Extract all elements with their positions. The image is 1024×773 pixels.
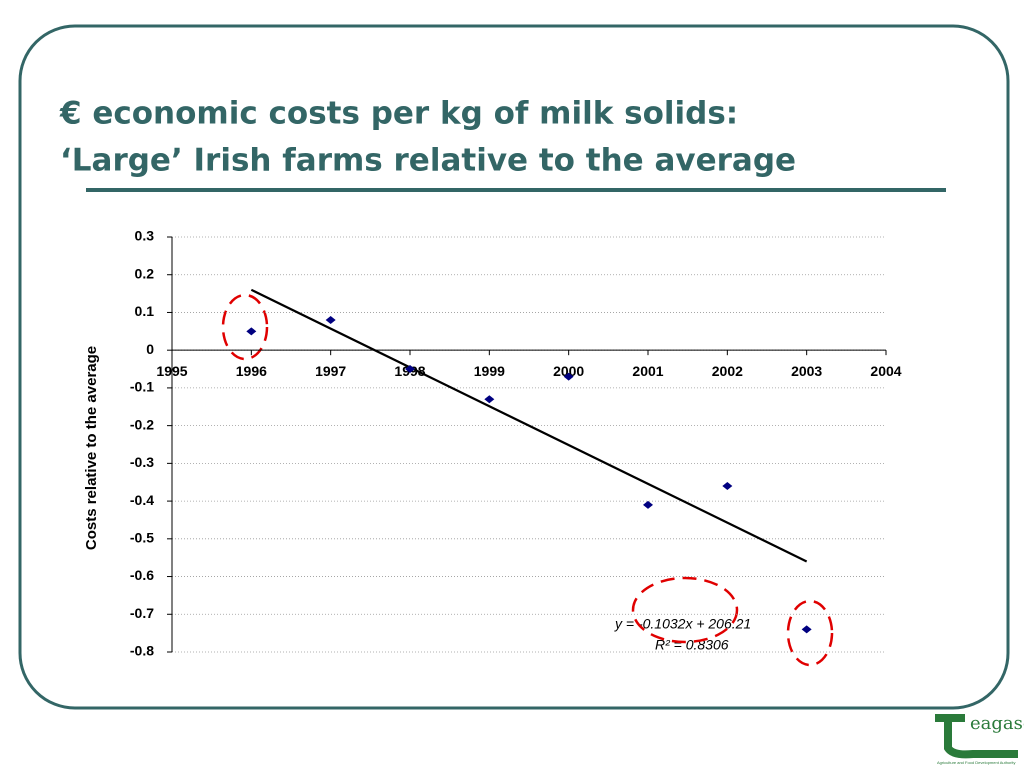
x-tick-label: 1997	[315, 363, 346, 379]
highlight-ellipse	[221, 293, 269, 361]
y-tick-label: -0.8	[130, 643, 154, 659]
title-line: ‘Large’ Irish farms relative to the aver…	[60, 143, 796, 179]
y-tick-label: 0.2	[135, 265, 155, 281]
y-tick-label: -0.6	[130, 567, 154, 583]
point	[722, 482, 733, 490]
y-tick-label: -0.5	[130, 530, 154, 546]
x-tick-label: 1999	[474, 363, 505, 379]
equation: y = -0.1032x + 206.21	[614, 616, 751, 632]
x-tick-label: 2003	[791, 363, 822, 379]
point	[405, 365, 415, 374]
trendline	[250, 288, 808, 563]
x-tick-label: 2004	[870, 363, 901, 379]
x-tick-label: 1996	[236, 363, 267, 379]
x-tick-label: 2001	[632, 363, 663, 379]
y-tick-label: 0.3	[135, 228, 155, 244]
logo: eagasc Agriculture and Food Development …	[935, 713, 1024, 765]
logo-mark	[935, 714, 1018, 759]
point	[325, 316, 336, 324]
x-tick-label: 1995	[156, 363, 187, 379]
point	[484, 395, 495, 404]
y-tick-label: -0.2	[130, 416, 154, 432]
highlights	[221, 293, 834, 667]
point	[801, 625, 812, 634]
x-tick-label: 2002	[712, 363, 743, 379]
logo-text: eagasc	[970, 713, 1024, 734]
y-tick-label: -0.3	[130, 454, 154, 470]
y-tick-label: 0	[146, 341, 154, 357]
highlight-ellipse	[786, 599, 834, 667]
highlight-ellipse	[631, 576, 739, 644]
point	[563, 372, 574, 381]
x-tick-label: 2000	[553, 363, 584, 379]
logo-subtitle: Agriculture and Food Development Authori…	[937, 760, 1016, 765]
title-line: € economic costs per kg of milk solids:	[59, 96, 738, 132]
y-tick-label: 0.1	[135, 303, 155, 319]
y-tick-label: -0.4	[130, 492, 154, 508]
y-axis-label: Costs relative to the average	[83, 346, 100, 550]
r-squared: R² = 0.8306	[655, 637, 729, 653]
point	[643, 500, 653, 509]
slide-border	[18, 24, 1010, 710]
y-tick-label: -0.1	[130, 379, 154, 395]
y-tick-label: -0.7	[130, 605, 154, 621]
point	[246, 327, 257, 336]
